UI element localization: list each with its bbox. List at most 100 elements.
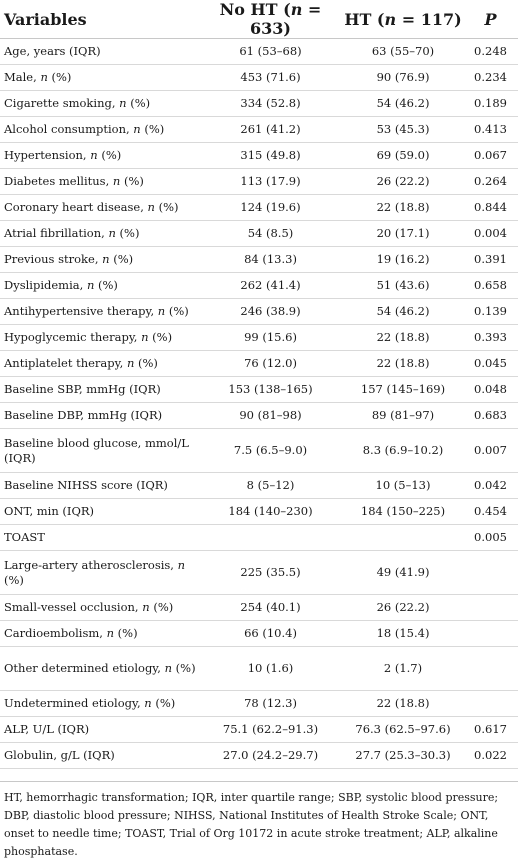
- row-variable: TOAST: [0, 524, 198, 551]
- row-no-ht-value: 334 (52.8): [198, 90, 343, 117]
- row-ht-value: 27.7 (25.3–30.3): [343, 742, 463, 769]
- row-variable: Coronary heart disease, n (%): [0, 194, 198, 221]
- row-ht-value: 89 (81–97): [343, 402, 463, 429]
- row-variable: Large-artery atherosclerosis, n (%): [0, 550, 198, 595]
- table-row: Baseline blood glucose, mmol/L (IQR) 7.5 …: [0, 428, 518, 473]
- italic-n: n: [90, 148, 98, 162]
- row-variable: Baseline SBP, mmHg (IQR): [0, 376, 198, 403]
- table-row: TOAST 0.005: [0, 524, 518, 551]
- table-row: Coronary heart disease, n (%) 124 (19.6) 2…: [0, 194, 518, 221]
- header-no-ht-label: No HT (: [219, 0, 291, 19]
- row-p-value: 0.454: [463, 498, 518, 525]
- table-row: Hypertension, n (%) 315 (49.8) 69 (59.0) 0.…: [0, 142, 518, 169]
- row-ht-value: 22 (18.8): [343, 350, 463, 377]
- row-no-ht-value: 75.1 (62.2–91.3): [198, 716, 343, 743]
- row-p-value: 0.248: [463, 38, 518, 65]
- row-p-value: 0.007: [463, 428, 518, 473]
- row-p-value: [463, 646, 518, 691]
- italic-n: n: [40, 70, 48, 84]
- row-ht-value: 51 (43.6): [343, 272, 463, 299]
- row-p-value: 0.004: [463, 220, 518, 247]
- row-no-ht-value: 184 (140–230): [198, 498, 343, 525]
- table-row: Large-artery atherosclerosis, n (%) 225 (…: [0, 550, 518, 595]
- table-row: Antihypertensive therapy, n (%) 246 (38.9…: [0, 298, 518, 325]
- table-row: Previous stroke, n (%) 84 (13.3) 19 (16.2)…: [0, 246, 518, 273]
- table-row: Antiplatelet therapy, n (%) 76 (12.0) 22 (…: [0, 350, 518, 377]
- row-ht-value: 18 (15.4): [343, 620, 463, 647]
- row-p-value: [463, 594, 518, 621]
- header-ht-label: HT (: [344, 9, 385, 29]
- header-p: P: [463, 0, 518, 39]
- header-no-ht-count: = 633): [250, 0, 322, 38]
- table-header: Variables No HT (n = 633) HT (n = 117) P: [0, 0, 518, 39]
- row-no-ht-value: 225 (35.5): [198, 550, 343, 595]
- header-ht-n: n: [384, 9, 397, 29]
- table-row: Age, years (IQR) 61 (53–68) 63 (55–70) 0.24…: [0, 38, 518, 65]
- row-p-value: [463, 690, 518, 717]
- footnote-divider: [0, 781, 518, 782]
- table-row: Diabetes mellitus, n (%) 113 (17.9) 26 (22…: [0, 168, 518, 195]
- italic-n: n: [144, 696, 152, 710]
- row-ht-value: 54 (46.2): [343, 298, 463, 325]
- header-variables: Variables: [0, 0, 198, 39]
- row-p-value: 0.234: [463, 64, 518, 91]
- row-p-value: [463, 550, 518, 595]
- row-ht-value: 8.3 (6.9–10.2): [343, 428, 463, 473]
- table-row: Baseline DBP, mmHg (IQR) 90 (81–98) 89 (81…: [0, 402, 518, 429]
- row-no-ht-value: 27.0 (24.2–29.7): [198, 742, 343, 769]
- table-row: Globulin, g/L (IQR) 27.0 (24.2–29.7) 27.7 …: [0, 742, 518, 769]
- row-no-ht-value: 315 (49.8): [198, 142, 343, 169]
- baseline-characteristics-table: Variables No HT (n = 633) HT (n = 117) P…: [0, 0, 518, 769]
- header-no-ht: No HT (n = 633): [198, 0, 343, 39]
- row-no-ht-value: 254 (40.1): [198, 594, 343, 621]
- table-row: Atrial fibrillation, n (%) 54 (8.5) 20 (17…: [0, 220, 518, 247]
- row-variable: Baseline blood glucose, mmol/L (IQR): [0, 428, 198, 473]
- table-row: Cigarette smoking, n (%) 334 (52.8) 54 (46…: [0, 90, 518, 117]
- row-variable: Other determined etiology, n (%): [0, 646, 198, 691]
- header-ht: HT (n = 117): [343, 0, 463, 39]
- row-ht-value: 22 (18.8): [343, 194, 463, 221]
- row-p-value: 0.048: [463, 376, 518, 403]
- row-no-ht-value: 262 (41.4): [198, 272, 343, 299]
- table-body: Age, years (IQR) 61 (53–68) 63 (55–70) 0.24…: [0, 38, 518, 769]
- row-ht-value: 22 (18.8): [343, 324, 463, 351]
- row-ht-value: 26 (22.2): [343, 594, 463, 621]
- row-p-value: 0.391: [463, 246, 518, 273]
- row-variable: Antihypertensive therapy, n (%): [0, 298, 198, 325]
- row-variable: Undetermined etiology, n (%): [0, 690, 198, 717]
- row-variable: ALP, U/L (IQR): [0, 716, 198, 743]
- row-p-value: 0.264: [463, 168, 518, 195]
- row-ht-value: 10 (5–13): [343, 472, 463, 499]
- row-no-ht-value: 78 (12.3): [198, 690, 343, 717]
- row-ht-value: 53 (45.3): [343, 116, 463, 143]
- italic-n: n: [119, 96, 127, 110]
- row-p-value: 0.042: [463, 472, 518, 499]
- table-row: Cardioembolism, n (%) 66 (10.4) 18 (15.4): [0, 620, 518, 647]
- table-row: ALP, U/L (IQR) 75.1 (62.2–91.3) 76.3 (62.5…: [0, 716, 518, 743]
- row-ht-value: 26 (22.2): [343, 168, 463, 195]
- table-row: Baseline NIHSS score (IQR) 8 (5–12) 10 (5–…: [0, 472, 518, 499]
- italic-n: n: [106, 626, 115, 640]
- row-p-value: 0.189: [463, 90, 518, 117]
- italic-n: n: [147, 200, 155, 214]
- italic-n: n: [112, 174, 121, 188]
- italic-n: n: [157, 304, 166, 318]
- table-row: Undetermined etiology, n (%) 78 (12.3) 22 …: [0, 690, 518, 717]
- table-row: Male, n (%) 453 (71.6) 90 (76.9) 0.234: [0, 64, 518, 91]
- row-p-value: 0.393: [463, 324, 518, 351]
- row-variable: Antiplatelet therapy, n (%): [0, 350, 198, 377]
- row-p-value: 0.067: [463, 142, 518, 169]
- row-ht-value: [343, 524, 463, 551]
- row-variable: Alcohol consumption, n (%): [0, 116, 198, 143]
- row-p-value: 0.683: [463, 402, 518, 429]
- row-ht-value: 157 (145–169): [343, 376, 463, 403]
- row-p-value: 0.844: [463, 194, 518, 221]
- row-no-ht-value: 8 (5–12): [198, 472, 343, 499]
- row-ht-value: 49 (41.9): [343, 550, 463, 595]
- row-no-ht-value: 99 (15.6): [198, 324, 343, 351]
- row-variable: Age, years (IQR): [0, 38, 198, 65]
- row-variable: Hypoglycemic therapy, n (%): [0, 324, 198, 351]
- row-no-ht-value: 113 (17.9): [198, 168, 343, 195]
- row-p-value: 0.022: [463, 742, 518, 769]
- row-variable: Male, n (%): [0, 64, 198, 91]
